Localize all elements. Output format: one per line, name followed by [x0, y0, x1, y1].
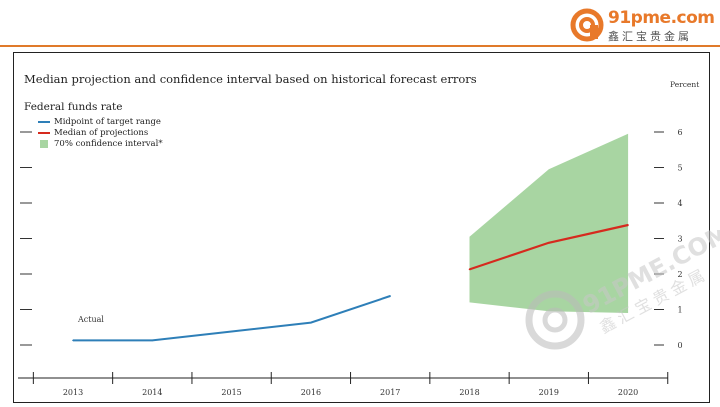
x-tick-label-2013: 2013 [63, 388, 83, 397]
point-midpoint-2013 [72, 339, 74, 342]
site-logo[interactable]: 91pme.com 鑫汇宝贵金属 [570, 6, 720, 44]
y-tick-label-6: 6 [677, 128, 682, 137]
point-midpoint-2014 [151, 339, 154, 342]
logo-text: 91pme.com [608, 8, 715, 28]
annotation-actual: Actual [77, 315, 104, 324]
y-axis-label: Percent [670, 80, 700, 89]
y-tick-label-0: 0 [677, 341, 682, 350]
confidence-band [469, 133, 629, 314]
legend-swatch-midpoint [38, 121, 50, 123]
legend-swatch-median [38, 132, 50, 134]
point-midpoint-2017 [389, 295, 392, 297]
chart-title: Median projection and confidence interva… [24, 72, 477, 86]
x-tick-label-2017: 2017 [380, 388, 400, 397]
watermark: 91PME.COM 鑫汇宝贵金属 [525, 230, 720, 350]
y-tick-label-1: 1 [677, 306, 682, 315]
x-tick-label-2016: 2016 [301, 388, 321, 397]
y-tick-label-5: 5 [677, 164, 682, 173]
chart-subtitle: Federal funds rate [24, 101, 123, 113]
y-tick-label-3: 3 [677, 235, 682, 244]
legend-swatch-confidence [40, 140, 48, 148]
x-tick-label-2014: 2014 [142, 388, 162, 397]
legend-label-midpoint: Midpoint of target range [54, 117, 161, 127]
point-median-2020 [627, 224, 629, 226]
series-line-midpoint [73, 295, 391, 342]
x-tick-label-2018: 2018 [459, 388, 479, 397]
point-median-2019 [548, 241, 550, 244]
legend-label-confidence: 70% confidence interval* [54, 139, 163, 149]
point-midpoint-2015 [230, 330, 233, 333]
x-tick-label-2020: 2020 [618, 388, 638, 397]
point-median-2018 [468, 268, 471, 271]
y-tick-label-4: 4 [677, 199, 682, 208]
point-midpoint-2016 [310, 321, 312, 324]
x-tick-label-2015: 2015 [221, 388, 241, 397]
legend-label-median: Median of projections [54, 128, 149, 138]
x-tick-label-2019: 2019 [539, 388, 559, 397]
logo-icon [570, 8, 604, 42]
header-divider [0, 45, 720, 47]
logo-subtext: 鑫汇宝贵金属 [608, 30, 692, 43]
y-tick-label-2: 2 [677, 270, 682, 279]
